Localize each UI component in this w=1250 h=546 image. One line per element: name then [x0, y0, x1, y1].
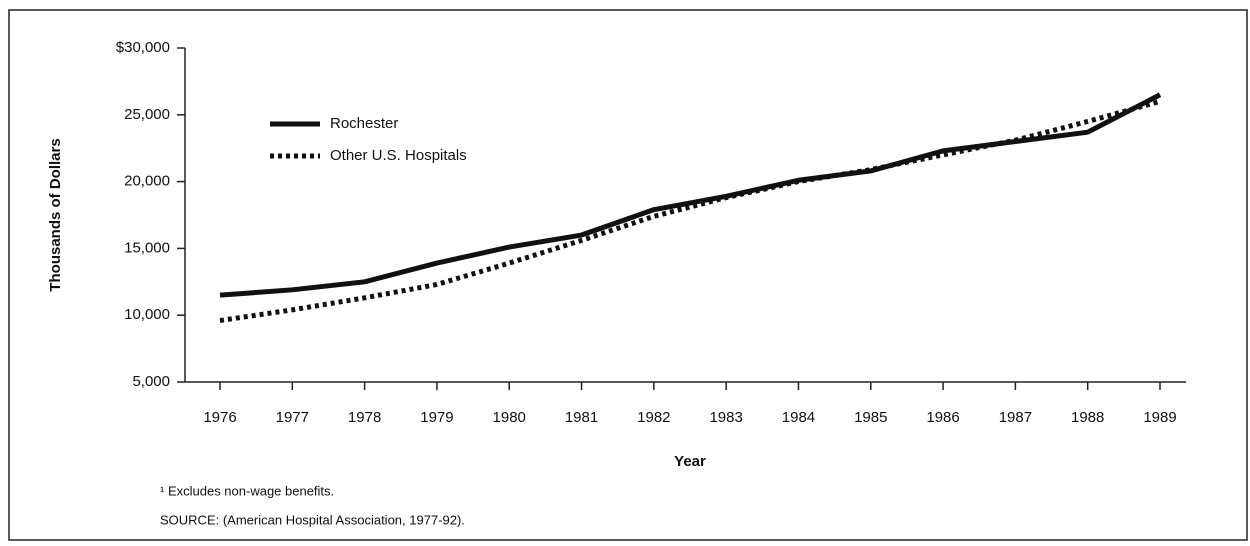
footnote: ¹ Excludes non-wage benefits.: [160, 483, 334, 498]
y-tick-label: 25,000: [124, 106, 170, 123]
frame: [8, 9, 1248, 541]
x-tick-label: 1980: [493, 409, 526, 426]
x-tick-label: 1977: [276, 409, 309, 426]
y-tick-label: 15,000: [124, 239, 170, 256]
x-tick-label: 1985: [854, 409, 887, 426]
y-tick-label: 20,000: [124, 173, 170, 190]
x-tick-label: 1984: [782, 409, 815, 426]
y-tick-label: 10,000: [124, 306, 170, 323]
legend-label: Rochester: [330, 115, 398, 132]
x-tick-label: 1982: [637, 409, 670, 426]
x-tick-label: 1983: [709, 409, 742, 426]
x-tick-label: 1989: [1143, 409, 1176, 426]
x-tick-label: 1979: [420, 409, 453, 426]
x-axis-label: Year: [674, 453, 706, 470]
x-tick-label: 1976: [203, 409, 236, 426]
legend-label: Other U.S. Hospitals: [330, 147, 467, 164]
y-tick-label: $30,000: [116, 39, 170, 56]
source: SOURCE: (American Hospital Association, …: [160, 512, 465, 527]
x-tick-label: 1987: [999, 409, 1032, 426]
line: [219, 99, 1161, 324]
x-tick-label: 1981: [565, 409, 598, 426]
line: [219, 92, 1162, 298]
x-tick-label: 1988: [1071, 409, 1104, 426]
y-tick-label: 5,000: [132, 373, 170, 390]
x-tick-label: 1986: [926, 409, 959, 426]
y-axis-label: Thousands of Dollars: [47, 138, 64, 291]
x-tick-label: 1978: [348, 409, 381, 426]
